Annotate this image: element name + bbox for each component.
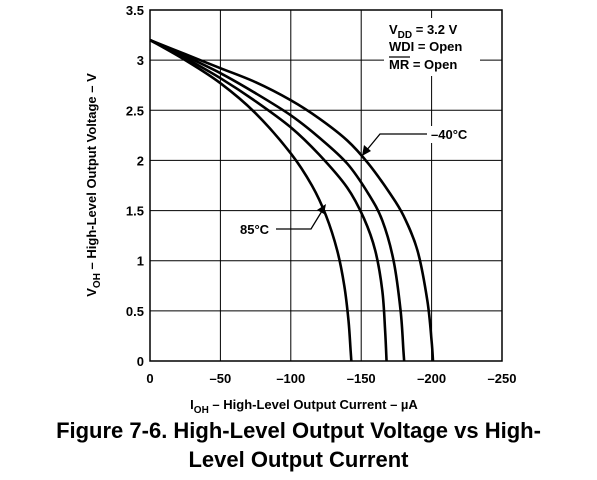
figure-caption-line-1: Figure 7-6. High-Level Output Voltage vs… [56, 418, 541, 443]
series-line-2 [149, 38, 406, 362]
plot-frame [149, 9, 503, 362]
condition-mr: MR = Open [389, 57, 457, 72]
x-axis-title: IOH – High-Level Output Current – µA [190, 397, 418, 415]
curves [149, 38, 435, 362]
condition-mr-main: MR [389, 57, 410, 72]
condition-wdi: WDI = Open [389, 39, 462, 54]
condition-mr-rest: = Open [409, 57, 457, 72]
y-tick-label: 2.5 [126, 103, 144, 118]
y-tick-labels: 0 0.5 1 1.5 2 2.5 3 3.5 [126, 3, 144, 369]
x-tick-label: –100 [276, 371, 305, 386]
chart: 0 –50 –100 –150 –200 –250 00.511.522.533.5 VD… [84, 3, 516, 415]
y-tick-label: 2 [137, 153, 144, 168]
y-tick-label: 3.5 [126, 3, 144, 18]
condition-vdd-rest: = 3.2 V [412, 22, 457, 37]
label-cold-arrowhead [362, 145, 371, 156]
y-tick-label: 1.5 [126, 204, 144, 219]
condition-box [384, 18, 480, 76]
figure-caption-line-2: Level Output Current [188, 447, 409, 472]
label-cold-leader [365, 133, 427, 152]
x-tick-label: –50 [210, 371, 232, 386]
label-cold-bg [428, 126, 472, 143]
label-cold: –40°C [431, 127, 468, 142]
x-tick-labels: 0 –50 –100 –150 –200 –250 [146, 371, 516, 386]
y-tick-label: 3 [137, 53, 144, 68]
x-tick-label: 0 [146, 371, 153, 386]
y-tick-label: 0 [137, 354, 144, 369]
y-axis-title-sub: OH [92, 273, 103, 288]
x-axis-title-main: I [190, 397, 194, 412]
x-axis-title-sub: OH [194, 405, 209, 415]
x-tick-label: –250 [488, 371, 517, 386]
condition-vdd-sub: DD [398, 30, 412, 41]
label-hot: 85°C [240, 222, 270, 237]
y-axis-title: VOH – High-Level Output Voltage – V [84, 73, 103, 297]
y-tick-label: 0.5 [126, 304, 144, 319]
series-line-1 [149, 38, 435, 362]
x-tick-label: –200 [417, 371, 446, 386]
x-tick-label: –150 [347, 371, 376, 386]
x-axis-title-rest: – High-Level Output Current – µA [209, 397, 419, 412]
condition-vdd-main: V [389, 22, 398, 37]
figure-caption: Figure 7-6. High-Level Output Voltage vs… [0, 416, 597, 474]
label-hot-arrowhead [317, 204, 326, 214]
series-line-3 [149, 38, 388, 362]
y-axis-title-rest: – High-Level Output Voltage – V [84, 73, 99, 273]
series-line-4 [149, 38, 353, 362]
label-hot-leader [276, 210, 323, 230]
y-axis-title-main: V [84, 288, 99, 297]
label-hot-bg [236, 221, 276, 238]
condition-vdd: VDD = 3.2 V [389, 22, 458, 41]
y-tick-label: 1 [137, 254, 144, 269]
